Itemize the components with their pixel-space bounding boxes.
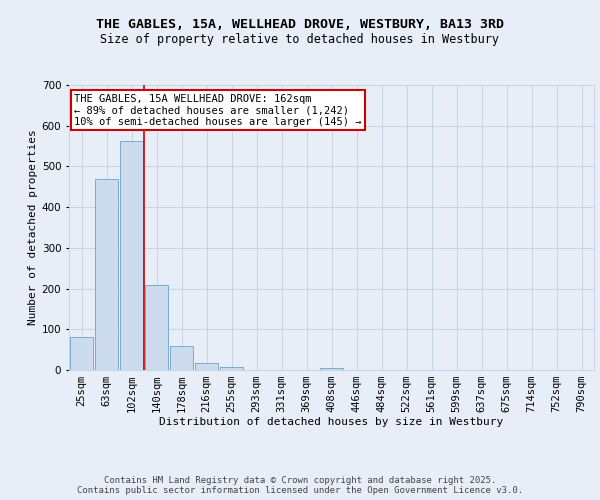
Text: Size of property relative to detached houses in Westbury: Size of property relative to detached ho… (101, 32, 499, 46)
Text: THE GABLES, 15A, WELLHEAD DROVE, WESTBURY, BA13 3RD: THE GABLES, 15A, WELLHEAD DROVE, WESTBUR… (96, 18, 504, 30)
Bar (145, 284, 169, 370)
Bar (170, 346, 193, 370)
Bar (70, 338, 94, 370)
Bar (95, 180, 118, 370)
Bar (220, 366, 244, 370)
Bar (194, 364, 218, 370)
Bar (119, 141, 143, 370)
Text: THE GABLES, 15A WELLHEAD DROVE: 162sqm
← 89% of detached houses are smaller (1,2: THE GABLES, 15A WELLHEAD DROVE: 162sqm ←… (74, 94, 362, 126)
X-axis label: Distribution of detached houses by size in Westbury: Distribution of detached houses by size … (160, 416, 503, 426)
Bar (320, 368, 343, 370)
Y-axis label: Number of detached properties: Number of detached properties (28, 130, 38, 326)
Text: Contains HM Land Registry data © Crown copyright and database right 2025.
Contai: Contains HM Land Registry data © Crown c… (77, 476, 523, 495)
